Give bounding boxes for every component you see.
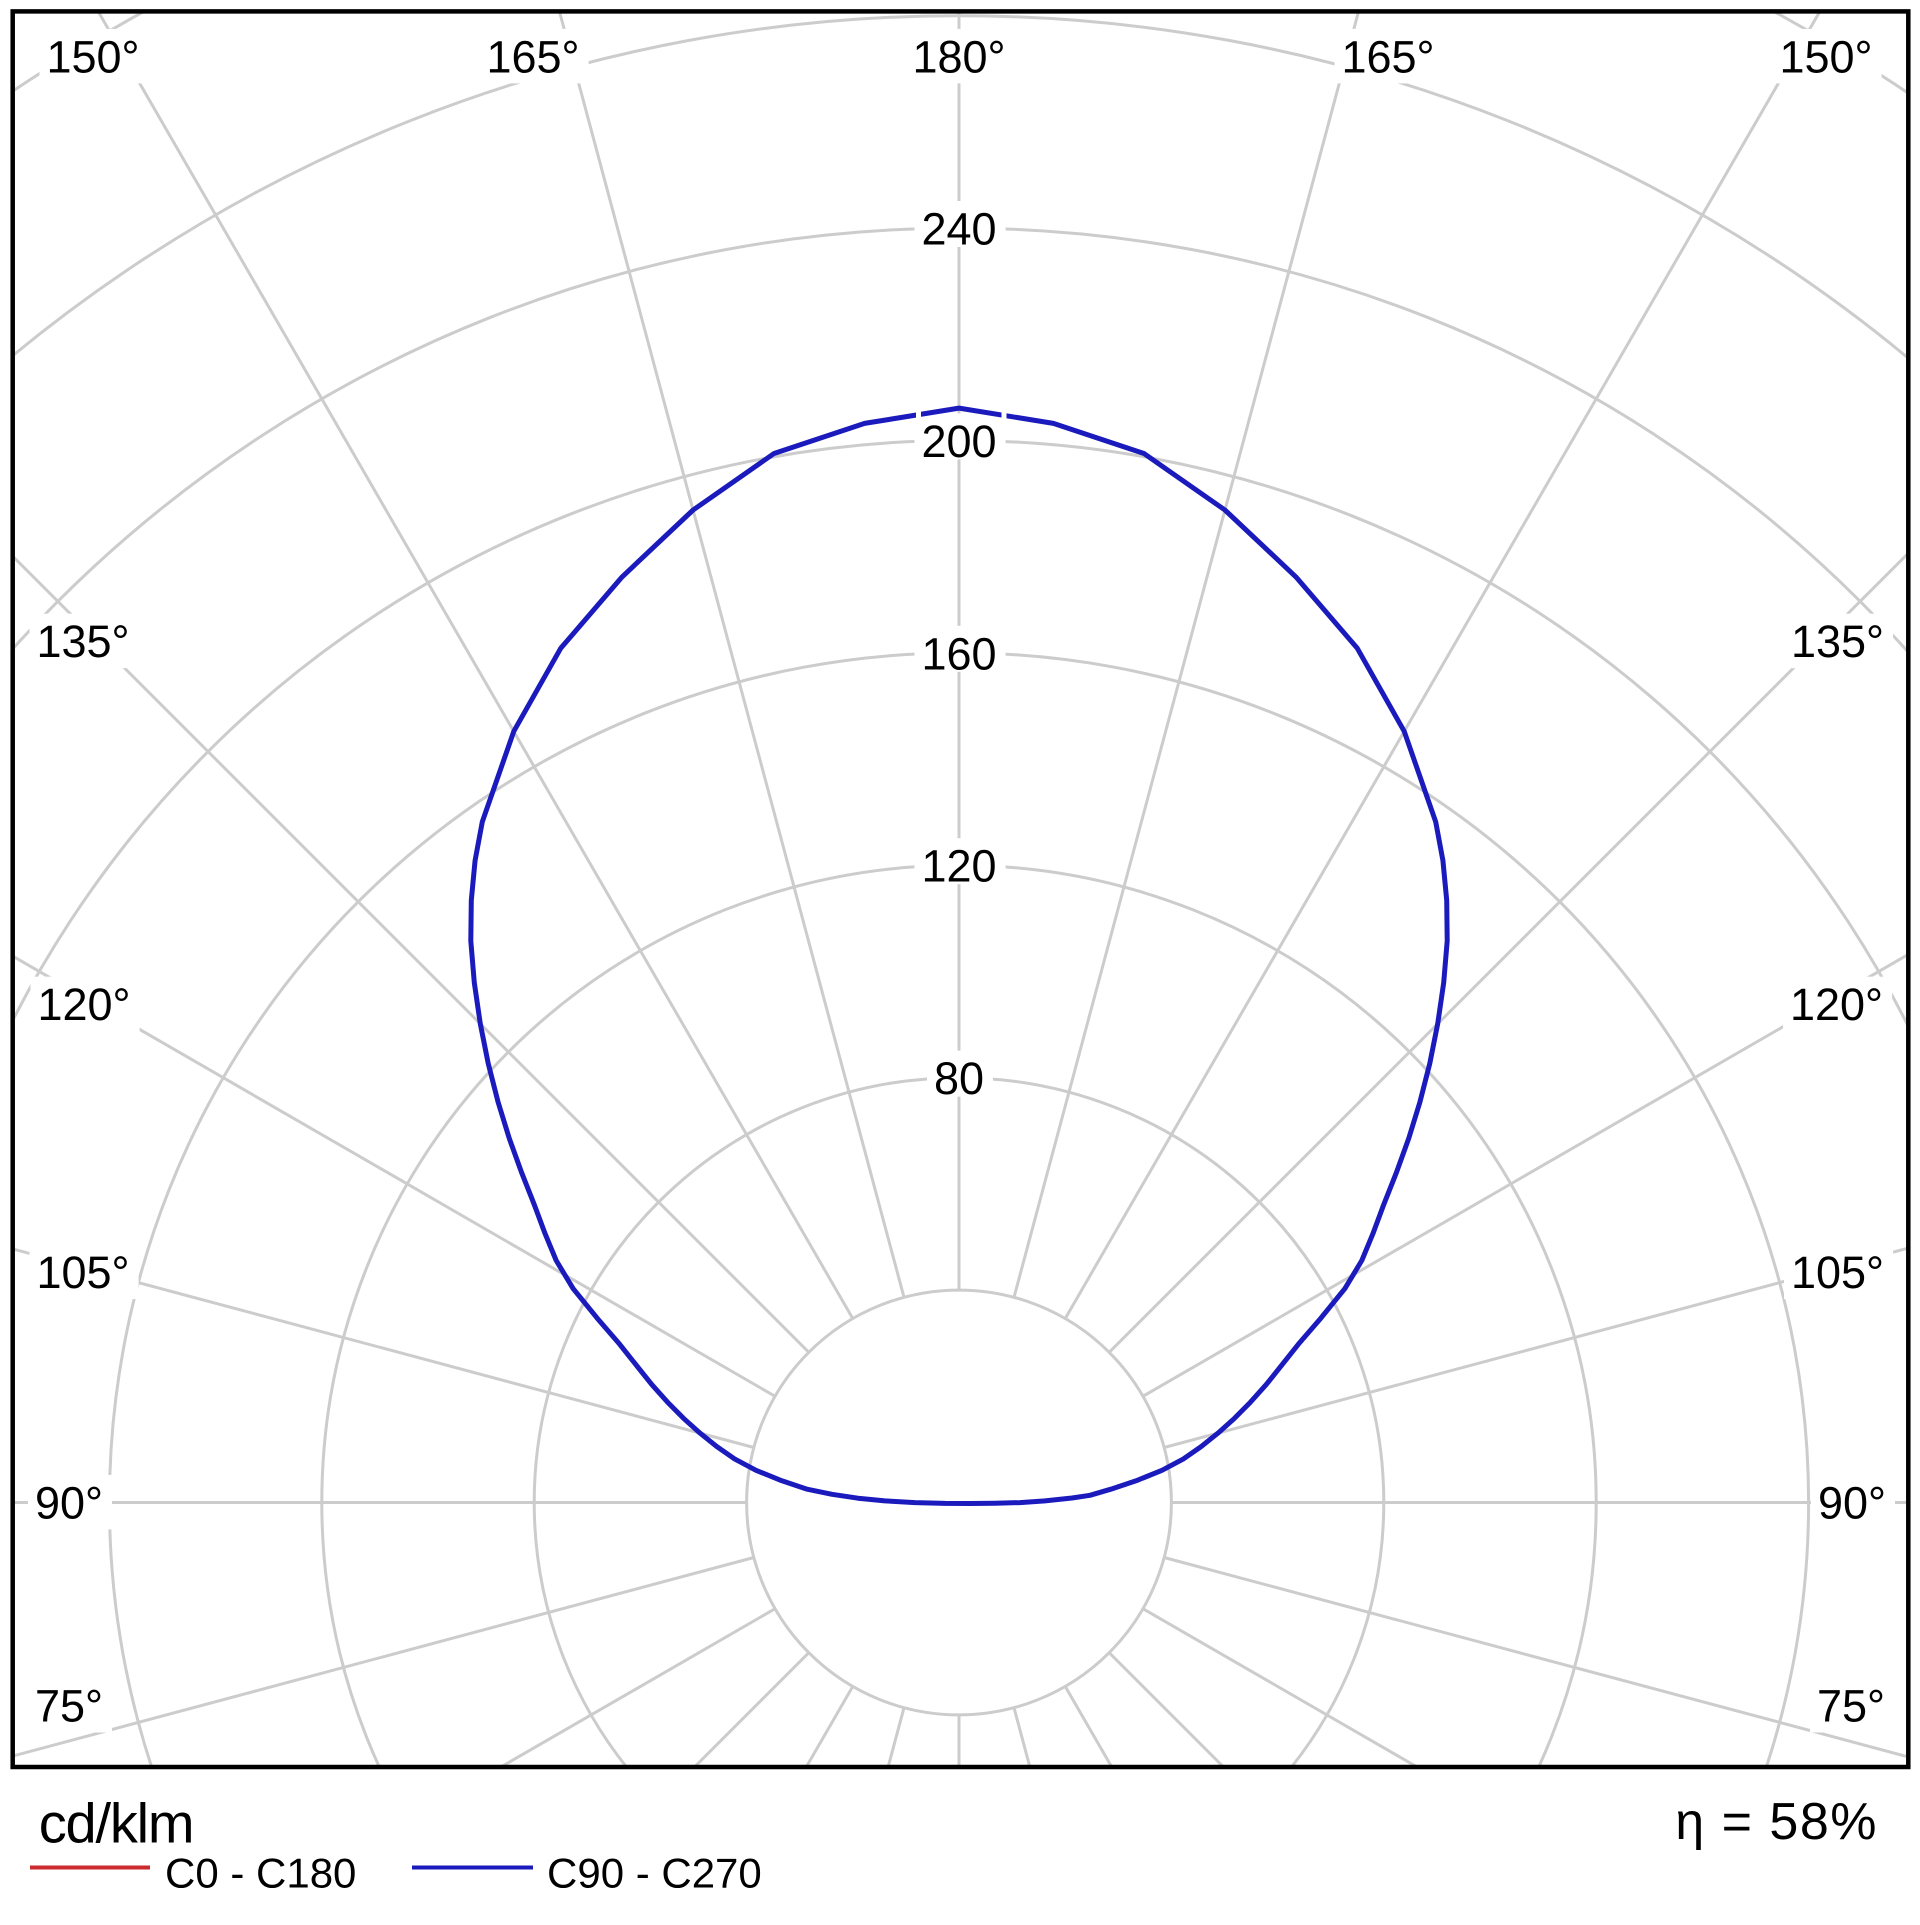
svg-text:90°: 90° [35, 1477, 103, 1528]
svg-text:120°: 120° [37, 979, 130, 1030]
svg-text:180°: 180° [912, 31, 1005, 82]
svg-text:200: 200 [921, 416, 996, 467]
svg-text:75°: 75° [35, 1681, 103, 1732]
svg-text:165°: 165° [1341, 31, 1434, 82]
svg-text:105°: 105° [36, 1247, 129, 1298]
svg-text:cd/klm: cd/klm [39, 1792, 194, 1855]
svg-text:120°: 120° [1790, 979, 1883, 1030]
svg-text:150°: 150° [1779, 31, 1872, 82]
svg-text:90°: 90° [1818, 1477, 1886, 1528]
svg-text:80: 80 [934, 1053, 984, 1104]
svg-text:165°: 165° [486, 31, 579, 82]
svg-text:C0 - C180: C0 - C180 [165, 1850, 356, 1897]
svg-text:120: 120 [921, 841, 996, 892]
svg-text:160: 160 [921, 628, 996, 679]
svg-text:135°: 135° [36, 616, 129, 667]
svg-text:75°: 75° [1817, 1681, 1885, 1732]
svg-text:C90 - C270: C90 - C270 [547, 1850, 762, 1897]
svg-text:240: 240 [921, 204, 996, 255]
svg-text:135°: 135° [1791, 616, 1884, 667]
svg-text:150°: 150° [46, 31, 139, 82]
svg-text:105°: 105° [1791, 1247, 1884, 1298]
svg-text:η = 58%: η = 58% [1675, 1793, 1878, 1851]
